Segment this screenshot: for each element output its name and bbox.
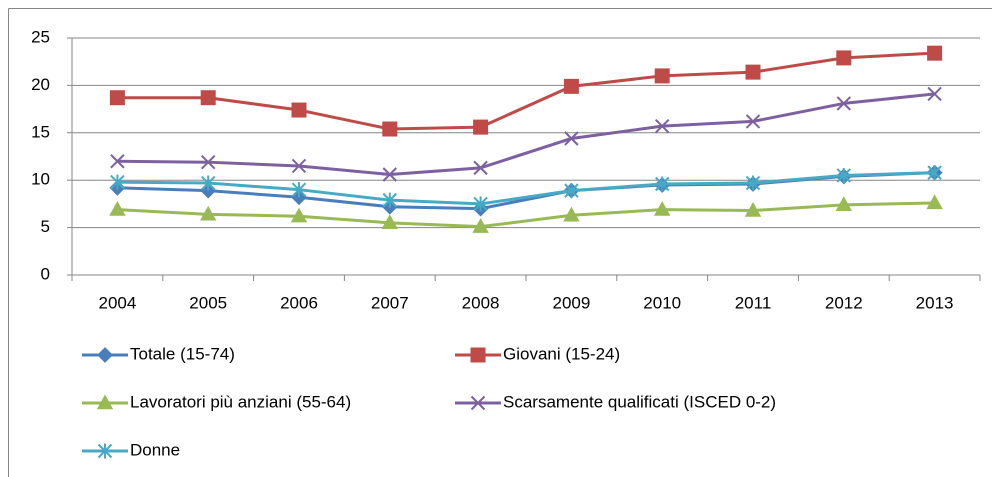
y-tick-label: 20 <box>31 75 50 94</box>
data-point <box>291 182 307 198</box>
data-point <box>382 192 398 208</box>
data-point <box>745 175 761 191</box>
data-point <box>381 214 398 230</box>
data-point <box>654 176 670 192</box>
data-point <box>836 167 852 183</box>
legend-marker <box>470 395 486 411</box>
data-point <box>473 160 488 176</box>
x-tick-label: 2011 <box>735 293 772 312</box>
data-point <box>382 167 398 182</box>
legend-marker <box>97 347 113 363</box>
data-point <box>291 158 307 174</box>
series-line <box>117 171 935 206</box>
data-point <box>110 174 125 190</box>
x-tick-label: 2009 <box>552 293 590 312</box>
data-point <box>564 183 579 199</box>
data-point <box>927 45 943 61</box>
y-tick-label: 10 <box>31 170 50 189</box>
data-point <box>382 121 398 137</box>
data-point <box>654 118 670 134</box>
legend-marker <box>97 443 113 459</box>
data-point <box>654 201 671 216</box>
data-point <box>927 165 942 181</box>
series-line <box>117 92 935 177</box>
data-point <box>200 175 216 191</box>
y-tick-label: 0 <box>41 264 50 283</box>
data-point <box>654 68 670 84</box>
data-point <box>472 218 489 233</box>
legend-marker <box>470 347 486 363</box>
x-tick-label: 2007 <box>371 293 409 312</box>
x-tick-label: 2008 <box>462 293 500 312</box>
x-tick-label: 2010 <box>643 293 681 312</box>
legend-marker <box>96 394 114 410</box>
data-point <box>473 119 489 135</box>
x-tick-label: 2013 <box>916 293 954 312</box>
y-tick-label: 15 <box>31 122 50 141</box>
data-point <box>291 102 307 118</box>
x-tick-label: 2012 <box>825 293 863 312</box>
data-point <box>290 207 308 223</box>
data-point <box>744 201 762 217</box>
data-point <box>836 96 852 111</box>
data-point <box>836 50 852 66</box>
x-tick-label: 2005 <box>189 293 227 312</box>
y-tick-label: 25 <box>31 27 50 46</box>
legend-label: Donne <box>130 440 180 459</box>
legend-label: Scarsamente qualificati (ISCED 0-2) <box>503 392 776 411</box>
data-point <box>473 196 488 212</box>
series-line <box>117 51 935 131</box>
legend-label: Lavoratori più anziani (55-64) <box>130 392 351 411</box>
data-point <box>563 78 579 94</box>
x-tick-label: 2004 <box>98 293 136 312</box>
data-point <box>745 114 761 129</box>
data-point <box>835 196 852 212</box>
data-point <box>927 86 942 102</box>
data-point <box>200 154 216 170</box>
legend-label: Totale (15-74) <box>130 344 235 363</box>
data-point <box>109 90 125 106</box>
data-point <box>109 201 126 216</box>
data-point <box>110 154 125 169</box>
data-point <box>926 194 943 210</box>
data-point <box>200 90 216 106</box>
data-point <box>200 205 217 221</box>
data-point <box>745 64 761 80</box>
series-line <box>117 201 935 229</box>
y-tick-label: 5 <box>41 217 50 236</box>
x-tick-label: 2006 <box>280 293 318 312</box>
data-point <box>564 131 579 146</box>
legend-label: Giovani (15-24) <box>503 344 620 363</box>
data-point <box>563 206 580 222</box>
